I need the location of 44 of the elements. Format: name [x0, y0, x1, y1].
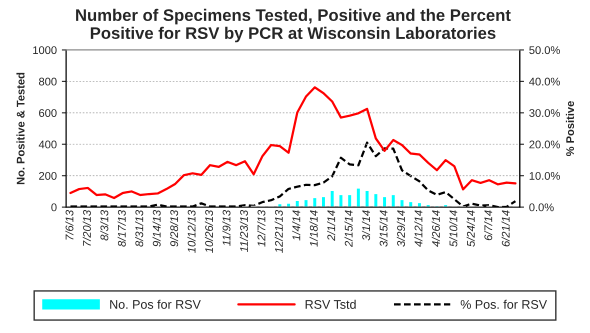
- x-tick-label: 8/17/13: [118, 210, 126, 247]
- y2-tick-label: 50.0%: [529, 46, 560, 54]
- x-tick-label: 3/29/14: [396, 210, 405, 247]
- legend-label: No. Pos for RSV: [110, 300, 201, 309]
- x-tick-label: 4/12/14: [414, 210, 422, 247]
- x-tick-label: 1/4/14: [292, 210, 300, 241]
- y-tick-label: 800: [39, 78, 57, 86]
- x-tick-label: 5/10/14: [449, 210, 458, 247]
- x-tick-label: 6/7/14: [484, 210, 492, 240]
- y2-axis-title: % Positive: [566, 101, 574, 156]
- chart-title: Number of Specimens Tested, Positive and the Percent Positive for RSV by PCR at Wisconsin Laboratories: [76, 8, 511, 42]
- x-tick-label: 10/12/13: [187, 210, 196, 253]
- x-tick-label: 8/31/13: [135, 210, 144, 247]
- x-tick-label: 2/1/14: [327, 210, 336, 241]
- x-tick-label: 7/6/13: [65, 210, 74, 240]
- y2-tick-label: 30.0%: [529, 109, 560, 117]
- x-tick-label: 4/26/14: [432, 210, 440, 247]
- legend-label: RSV Tstd: [306, 300, 356, 309]
- x-tick-label: 3/15/14: [379, 210, 388, 247]
- y-tick-label: 200: [39, 172, 57, 180]
- y2-tick-label: 0.0%: [529, 203, 554, 212]
- y2-tick-label: 40.0%: [529, 78, 560, 86]
- x-tick-label: 1/18/14: [310, 210, 318, 247]
- y-tick-label: 400: [38, 140, 57, 148]
- y-axis-title: No. Positive & Tested: [16, 72, 25, 184]
- y-tick-label: 0: [51, 203, 57, 212]
- x-tick-label: 2/15/14: [344, 210, 353, 248]
- x-tick-label: 12/7/13: [257, 210, 266, 247]
- y2-tick-label: 20.0%: [529, 140, 560, 148]
- x-tick-label: 6/21/14: [502, 210, 510, 246]
- x-tick-label: 8/3/13: [100, 210, 108, 240]
- x-tick-label: 3/1/14: [362, 210, 370, 241]
- x-tick-label: 11/9/13: [222, 210, 230, 246]
- x-tick-label: 12/21/13: [274, 210, 283, 253]
- x-tick-label: 9/14/13: [152, 210, 161, 247]
- y2-tick-label: 10.0%: [530, 172, 560, 180]
- y-tick-label: 1000: [33, 46, 57, 54]
- y-tick-label: 600: [39, 109, 57, 117]
- x-tick-label: 11/23/13: [240, 210, 248, 252]
- x-tick-label: 7/20/13: [82, 210, 91, 246]
- legend-label: % Pos. for RSV: [460, 300, 548, 309]
- x-tick-label: 10/26/13: [204, 210, 214, 253]
- x-tick-label: 5/24/14: [466, 210, 475, 247]
- x-tick-label: 9/28/13: [170, 210, 178, 247]
